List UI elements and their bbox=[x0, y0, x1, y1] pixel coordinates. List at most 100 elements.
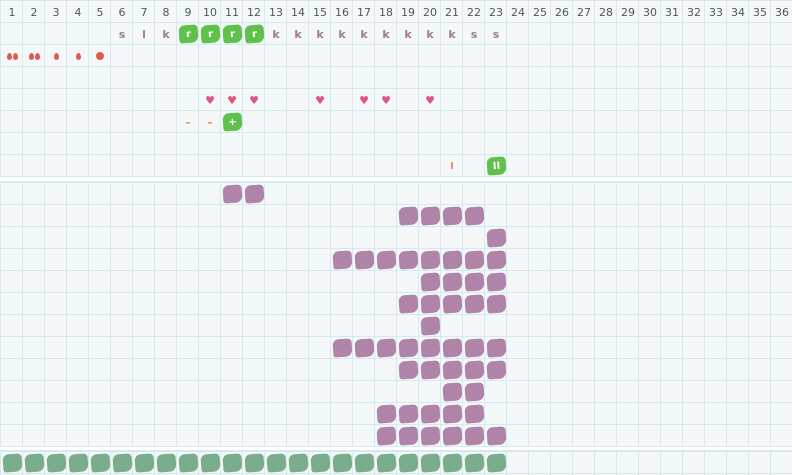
board-cell[interactable] bbox=[463, 293, 485, 315]
board-cell[interactable] bbox=[463, 271, 485, 293]
board-cell[interactable] bbox=[419, 271, 441, 293]
clue-cell[interactable]: k bbox=[353, 23, 375, 45]
tray-cell[interactable] bbox=[419, 452, 441, 474]
board-cell[interactable] bbox=[353, 249, 375, 271]
clue-cell[interactable]: ♥ bbox=[309, 89, 331, 111]
clue-cell[interactable]: – bbox=[199, 111, 221, 133]
clue-cell[interactable] bbox=[1, 45, 23, 67]
board-cell[interactable] bbox=[419, 315, 441, 337]
board-cell[interactable] bbox=[243, 183, 265, 205]
tray-cell[interactable] bbox=[243, 452, 265, 474]
board-cell[interactable] bbox=[463, 359, 485, 381]
clue-cell[interactable]: r bbox=[199, 23, 221, 45]
clue-cell[interactable]: k bbox=[265, 23, 287, 45]
clue-cell[interactable]: ♥ bbox=[199, 89, 221, 111]
board-cell[interactable] bbox=[441, 271, 463, 293]
tray-cell[interactable] bbox=[375, 452, 397, 474]
tray-cell[interactable] bbox=[331, 452, 353, 474]
clue-cell[interactable]: ♥ bbox=[419, 89, 441, 111]
clue-cell[interactable]: l bbox=[133, 23, 155, 45]
board-cell[interactable] bbox=[463, 337, 485, 359]
tray-cell[interactable] bbox=[23, 452, 45, 474]
tray-cell[interactable] bbox=[463, 452, 485, 474]
clue-cell[interactable]: – bbox=[177, 111, 199, 133]
clue-cell[interactable]: k bbox=[155, 23, 177, 45]
board-cell[interactable] bbox=[485, 249, 507, 271]
board-cell[interactable] bbox=[441, 249, 463, 271]
board-cell[interactable] bbox=[441, 425, 463, 447]
board-cell[interactable] bbox=[397, 249, 419, 271]
board-cell[interactable] bbox=[441, 403, 463, 425]
board-cell[interactable] bbox=[485, 271, 507, 293]
board-cell[interactable] bbox=[419, 425, 441, 447]
tray-cell[interactable] bbox=[1, 452, 23, 474]
clue-cell[interactable] bbox=[67, 45, 89, 67]
board-cell[interactable] bbox=[397, 425, 419, 447]
clue-cell[interactable]: k bbox=[441, 23, 463, 45]
board-cell[interactable] bbox=[419, 403, 441, 425]
clue-cell[interactable] bbox=[23, 45, 45, 67]
tray-cell[interactable] bbox=[111, 452, 133, 474]
tray-cell[interactable] bbox=[155, 452, 177, 474]
board-cell[interactable] bbox=[485, 337, 507, 359]
clue-cell[interactable]: ♥ bbox=[375, 89, 397, 111]
board-cell[interactable] bbox=[419, 337, 441, 359]
tray-cell[interactable] bbox=[309, 452, 331, 474]
board-cell[interactable] bbox=[221, 183, 243, 205]
board-cell[interactable] bbox=[441, 381, 463, 403]
clue-cell[interactable]: ♥ bbox=[243, 89, 265, 111]
tray-cell[interactable] bbox=[353, 452, 375, 474]
board-cell[interactable] bbox=[441, 337, 463, 359]
clue-cell[interactable]: k bbox=[287, 23, 309, 45]
clue-cell[interactable]: k bbox=[419, 23, 441, 45]
tray-cell[interactable] bbox=[287, 452, 309, 474]
tray-cell[interactable] bbox=[397, 452, 419, 474]
board-cell[interactable] bbox=[397, 293, 419, 315]
clue-cell[interactable]: r bbox=[177, 23, 199, 45]
board-cell[interactable] bbox=[485, 359, 507, 381]
clue-cell[interactable]: ♥ bbox=[353, 89, 375, 111]
board-cell[interactable] bbox=[463, 249, 485, 271]
tray-cell[interactable] bbox=[441, 452, 463, 474]
clue-cell[interactable]: s bbox=[111, 23, 133, 45]
board-cell[interactable] bbox=[375, 249, 397, 271]
board-cell[interactable] bbox=[441, 205, 463, 227]
board-cell[interactable] bbox=[397, 359, 419, 381]
clue-cell[interactable]: I bbox=[441, 155, 463, 177]
clue-cell[interactable] bbox=[89, 45, 111, 67]
board-cell[interactable] bbox=[375, 425, 397, 447]
board-cell[interactable] bbox=[485, 425, 507, 447]
clue-cell[interactable]: ♥ bbox=[221, 89, 243, 111]
tray-cell[interactable] bbox=[221, 452, 243, 474]
board-cell[interactable] bbox=[397, 205, 419, 227]
board-cell[interactable] bbox=[353, 337, 375, 359]
clue-cell[interactable]: II bbox=[485, 155, 507, 177]
board-cell[interactable] bbox=[463, 403, 485, 425]
board-cell[interactable] bbox=[397, 337, 419, 359]
clue-cell[interactable] bbox=[45, 45, 67, 67]
board-cell[interactable] bbox=[331, 249, 353, 271]
tray-cell[interactable] bbox=[485, 452, 507, 474]
board-cell[interactable] bbox=[397, 403, 419, 425]
clue-cell[interactable]: k bbox=[309, 23, 331, 45]
board-cell[interactable] bbox=[463, 381, 485, 403]
board-cell[interactable] bbox=[419, 293, 441, 315]
clue-cell[interactable]: s bbox=[485, 23, 507, 45]
board-cell[interactable] bbox=[331, 337, 353, 359]
board-cell[interactable] bbox=[463, 425, 485, 447]
board-cell[interactable] bbox=[375, 403, 397, 425]
clue-cell[interactable]: r bbox=[221, 23, 243, 45]
tray-cell[interactable] bbox=[199, 452, 221, 474]
clue-cell[interactable]: s bbox=[463, 23, 485, 45]
board-cell[interactable] bbox=[441, 293, 463, 315]
board-cell[interactable] bbox=[419, 205, 441, 227]
clue-cell[interactable]: r bbox=[243, 23, 265, 45]
board-cell[interactable] bbox=[485, 293, 507, 315]
clue-cell[interactable]: k bbox=[397, 23, 419, 45]
board-cell[interactable] bbox=[419, 359, 441, 381]
clue-cell[interactable]: k bbox=[331, 23, 353, 45]
tray-cell[interactable] bbox=[265, 452, 287, 474]
board-cell[interactable] bbox=[463, 205, 485, 227]
board-cell[interactable] bbox=[485, 227, 507, 249]
board-cell[interactable] bbox=[419, 249, 441, 271]
